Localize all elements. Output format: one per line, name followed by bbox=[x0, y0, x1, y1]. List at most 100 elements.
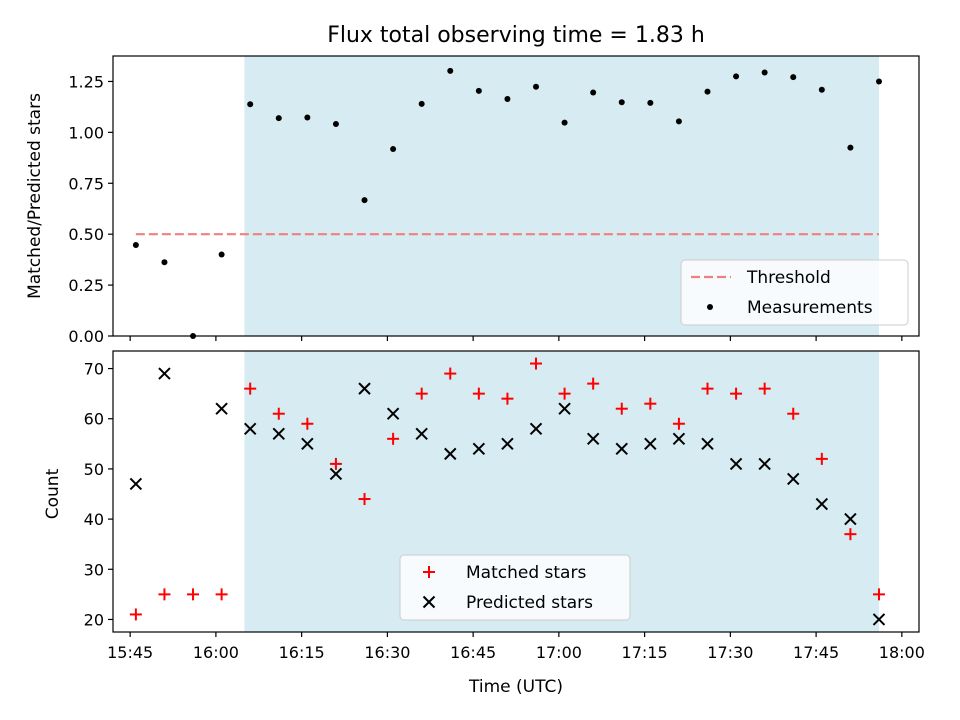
top-ytick-label: 0.50 bbox=[68, 225, 104, 244]
measurement-point bbox=[332, 121, 339, 128]
predicted-star-point bbox=[529, 422, 543, 435]
predicted-star-point bbox=[329, 467, 343, 481]
predicted-star-point bbox=[729, 457, 743, 471]
predicted-star-point bbox=[129, 477, 143, 491]
matched-star-point bbox=[844, 528, 857, 541]
bottom-xtick-label: 17:00 bbox=[536, 643, 582, 662]
matched-star-point bbox=[701, 382, 714, 395]
top-panel: 0.00 0.25 0.50 0.75 1.00 1.25 Threshold Measure… bbox=[68, 55, 920, 346]
chart-title: Flux total observing time = 1.83 h bbox=[327, 23, 705, 48]
predicted-star-point bbox=[472, 442, 486, 456]
bottom-xtick-label: 17:15 bbox=[622, 643, 668, 662]
measurement-point bbox=[761, 69, 768, 76]
top-axes-frame bbox=[112, 55, 920, 337]
measurement-point bbox=[818, 86, 825, 93]
bottom-ytick-label: 40 bbox=[84, 510, 104, 529]
matched-star-point bbox=[730, 387, 743, 400]
legend-box bbox=[399, 554, 631, 621]
matched-star-point bbox=[558, 387, 571, 400]
predicted-star-point bbox=[158, 367, 171, 380]
legend-label: Predicted stars bbox=[466, 593, 593, 613]
measurement-point bbox=[847, 144, 854, 151]
legend-box bbox=[680, 259, 909, 326]
matched-star-point bbox=[272, 407, 285, 420]
top-ytick-label: 0.00 bbox=[68, 327, 104, 346]
bottom-ytick-label: 30 bbox=[84, 560, 104, 579]
measurement-point bbox=[704, 88, 711, 95]
matched-star-point bbox=[415, 387, 428, 400]
predicted-star-point bbox=[758, 457, 771, 471]
matched-star-point bbox=[615, 402, 628, 415]
matched-star-point bbox=[815, 452, 828, 465]
predicted-star-point bbox=[301, 437, 314, 451]
measurement-point bbox=[590, 89, 597, 96]
predicted-star-point bbox=[358, 382, 371, 395]
measurement-point bbox=[790, 74, 797, 81]
top-ytick-label: 1.25 bbox=[68, 72, 104, 91]
bottom-xtick-label: 17:30 bbox=[707, 643, 753, 662]
bottom-ytick-label: 50 bbox=[84, 460, 104, 479]
bottom-xtick-label: 16:30 bbox=[364, 643, 410, 662]
matched-star-point bbox=[872, 588, 885, 601]
bottom-ytick-label: 70 bbox=[84, 360, 104, 379]
legend-label: Matched stars bbox=[466, 563, 586, 583]
measurement-point bbox=[475, 87, 482, 94]
legend-matched-swatch bbox=[423, 566, 435, 578]
matched-star-point bbox=[530, 357, 543, 370]
matched-star-point bbox=[358, 493, 371, 506]
measurement-point bbox=[675, 118, 682, 125]
predicted-star-point bbox=[215, 402, 228, 415]
matched-star-point bbox=[472, 387, 485, 400]
bottom-axes-frame bbox=[112, 350, 920, 633]
predicted-star-point bbox=[586, 432, 600, 446]
matched-star-point bbox=[501, 392, 514, 405]
predicted-star-point bbox=[672, 432, 686, 446]
matched-star-point bbox=[672, 417, 685, 430]
predicted-star-point bbox=[644, 437, 657, 451]
matched-star-point bbox=[387, 432, 400, 445]
predicted-star-point bbox=[243, 422, 257, 435]
measurement-point bbox=[275, 115, 282, 122]
predicted-star-point bbox=[615, 442, 628, 456]
measurement-point bbox=[447, 67, 454, 74]
measurement-point bbox=[533, 83, 540, 90]
legend-label: Measurements bbox=[747, 298, 873, 318]
predicted-star-point bbox=[844, 512, 857, 526]
bottom-xtick-label: 15:45 bbox=[107, 643, 153, 662]
measurement-point bbox=[561, 119, 568, 126]
matched-star-point bbox=[187, 588, 200, 601]
measurement-point bbox=[218, 251, 225, 258]
measurement-point bbox=[390, 146, 397, 153]
top-ytick-label: 1.00 bbox=[68, 123, 104, 142]
bottom-legend: Matched stars Predicted stars bbox=[399, 554, 631, 621]
predicted-star-point bbox=[701, 437, 714, 451]
bottom-xtick-label: 16:00 bbox=[193, 643, 239, 662]
bottom-ytick-label: 20 bbox=[84, 610, 104, 629]
bottom-xtick-label: 16:15 bbox=[279, 643, 325, 662]
top-legend: Threshold Measurements bbox=[680, 259, 909, 326]
bottom-xlabel: Time (UTC) bbox=[468, 677, 563, 697]
matched-star-point bbox=[158, 588, 171, 601]
measurement-point bbox=[504, 95, 511, 102]
predicted-star-point bbox=[444, 447, 457, 461]
matched-star-point bbox=[758, 382, 771, 395]
predicted-star-point bbox=[558, 402, 571, 415]
legend-measurement-swatch bbox=[707, 304, 713, 310]
predicted-star-point bbox=[386, 407, 400, 420]
measurement-point bbox=[875, 78, 882, 85]
predicted-star-point bbox=[815, 497, 829, 511]
measurement-point bbox=[132, 241, 139, 248]
matched-star-point bbox=[215, 588, 228, 601]
top-ytick-label: 0.25 bbox=[68, 276, 104, 295]
measurement-point bbox=[647, 99, 654, 106]
predicted-star-point bbox=[501, 437, 514, 451]
top-ytick-label: 0.75 bbox=[68, 174, 104, 193]
measurement-point bbox=[304, 114, 311, 121]
bottom-ytick-label: 60 bbox=[84, 410, 104, 429]
bottom-ylabel: Count bbox=[43, 468, 63, 519]
measurement-point bbox=[733, 73, 740, 80]
top-ylabel: Matched/Predicted stars bbox=[25, 93, 45, 299]
measurement-point bbox=[161, 259, 168, 266]
matched-star-point bbox=[787, 407, 800, 420]
